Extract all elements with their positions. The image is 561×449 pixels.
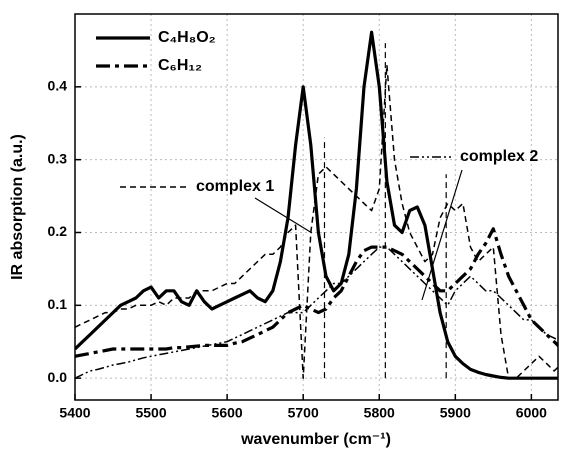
y-tick-label: 0.1 [48,296,68,312]
y-tick-label: 0.0 [48,369,68,385]
legend-label: C₄H₈O₂ [158,29,216,46]
y-tick-label: 0.4 [48,78,68,94]
x-tick-label: 5400 [59,405,90,421]
grid [74,14,558,400]
x-tick-label: 5500 [135,405,166,421]
y-tick-label: 0.3 [48,150,68,166]
y-tick-label: 0.2 [48,223,68,239]
series-line [75,30,558,380]
x-tick-label: 5600 [212,405,243,421]
series-line [75,64,558,379]
annotation-pointer [254,197,313,234]
x-axis-label: wavenumber (cm⁻¹) [240,431,391,448]
annotation-pointer [421,169,463,301]
legend-label: C₆H₁₂ [158,57,202,74]
x-tick-label: 6000 [516,405,547,421]
x-tick-label: 5800 [364,405,395,421]
x-tick-label: 5700 [288,405,319,421]
series-line [75,227,558,358]
annotation-label: complex 1 [196,178,274,195]
plot-frame [74,13,559,401]
plot-area [75,30,558,380]
y-axis-label: IR absorption (a.u.) [9,134,26,280]
x-tick-label: 5900 [440,405,471,421]
series-line [75,246,558,379]
annotation-label: complex 2 [460,148,538,165]
